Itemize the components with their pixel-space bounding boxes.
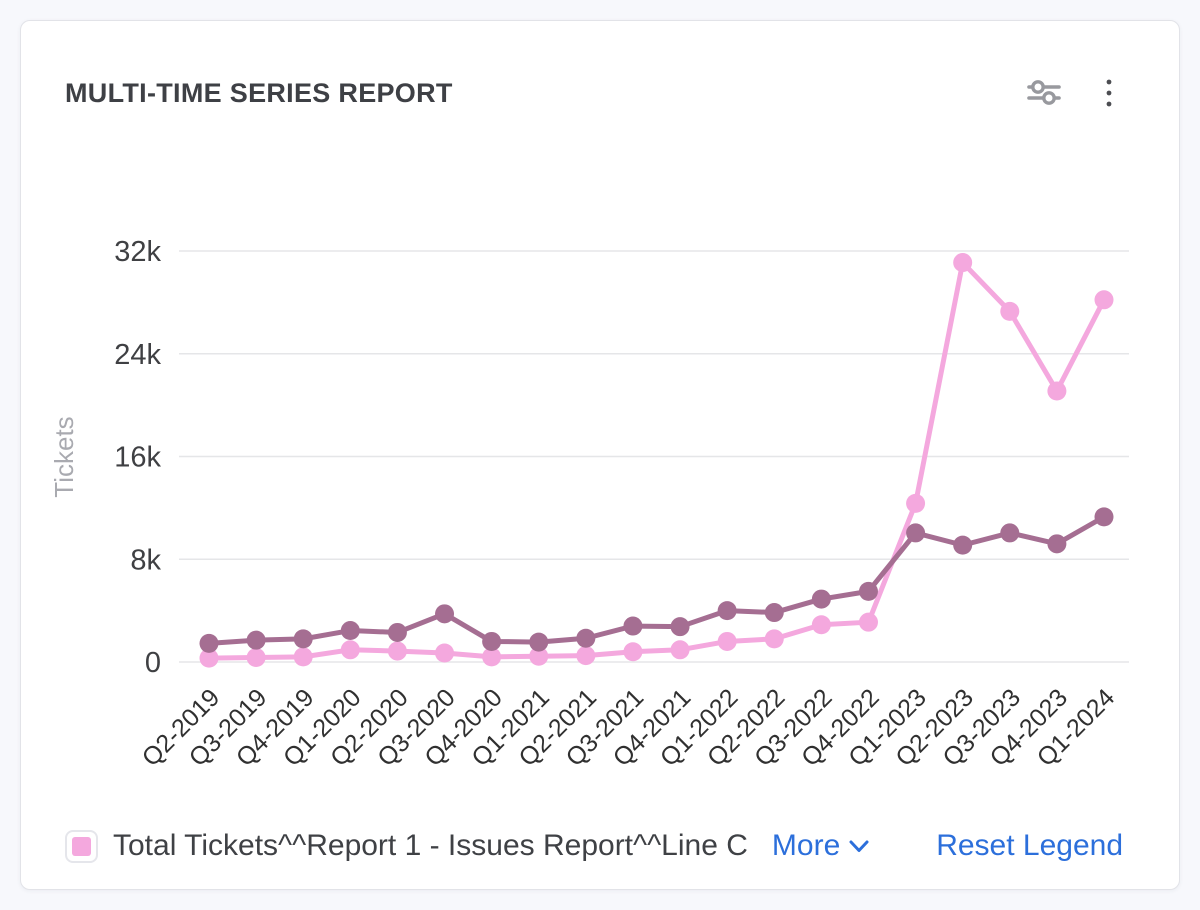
data-point[interactable] bbox=[811, 615, 831, 635]
data-point[interactable] bbox=[246, 648, 266, 668]
data-point[interactable] bbox=[199, 633, 219, 653]
y-axis-title: Tickets bbox=[49, 416, 79, 497]
data-point[interactable] bbox=[246, 630, 266, 650]
y-tick-label: 0 bbox=[145, 647, 161, 679]
data-point[interactable] bbox=[435, 604, 455, 624]
data-point[interactable] bbox=[953, 253, 973, 273]
data-point[interactable] bbox=[482, 647, 502, 667]
data-point[interactable] bbox=[482, 631, 502, 651]
legend-swatch bbox=[65, 829, 98, 863]
y-tick-label: 24k bbox=[114, 339, 161, 371]
data-point[interactable] bbox=[1047, 381, 1067, 401]
data-point[interactable] bbox=[1047, 534, 1067, 554]
report-card: MULTI-TIME SERIES REPORT 0 8k 16k 24k 32k Tic… bbox=[20, 20, 1180, 890]
data-point[interactable] bbox=[576, 646, 596, 666]
kebab-menu-icon bbox=[1106, 79, 1112, 107]
data-point[interactable] bbox=[1094, 290, 1114, 310]
legend-swatch-inner bbox=[72, 836, 91, 856]
data-point[interactable] bbox=[953, 535, 973, 555]
data-point[interactable] bbox=[529, 632, 549, 652]
data-point[interactable] bbox=[1094, 507, 1114, 527]
kebab-menu-button[interactable] bbox=[1105, 77, 1113, 109]
data-point[interactable] bbox=[623, 642, 643, 662]
card-header: MULTI-TIME SERIES REPORT bbox=[21, 21, 1179, 109]
data-point[interactable] bbox=[293, 647, 313, 667]
data-point[interactable] bbox=[670, 617, 690, 637]
data-point[interactable] bbox=[435, 643, 455, 663]
data-point[interactable] bbox=[529, 646, 549, 666]
data-point[interactable] bbox=[576, 628, 596, 648]
y-tick-label: 8k bbox=[130, 544, 161, 576]
chevron-down-icon bbox=[849, 840, 869, 852]
data-point[interactable] bbox=[1000, 523, 1020, 543]
data-point[interactable] bbox=[387, 622, 407, 642]
legend-item-label: Total Tickets^^Report 1 - Issues Report^… bbox=[113, 829, 748, 862]
page-title: MULTI-TIME SERIES REPORT bbox=[65, 77, 453, 108]
data-point[interactable] bbox=[387, 641, 407, 661]
data-point[interactable] bbox=[293, 629, 313, 649]
data-point[interactable] bbox=[858, 581, 878, 601]
series-line-0 bbox=[206, 260, 1107, 661]
chart-settings-button[interactable] bbox=[1027, 78, 1061, 108]
data-point[interactable] bbox=[811, 589, 831, 609]
header-actions bbox=[1027, 77, 1113, 109]
sliders-icon bbox=[1027, 80, 1061, 105]
data-point[interactable] bbox=[1000, 301, 1020, 321]
data-point[interactable] bbox=[906, 523, 926, 543]
y-tick-label: 16k bbox=[114, 442, 161, 474]
data-point[interactable] bbox=[906, 493, 926, 513]
data-point[interactable] bbox=[717, 601, 737, 621]
legend-more-label: More bbox=[771, 829, 841, 862]
data-point[interactable] bbox=[764, 629, 784, 649]
y-tick-label: 32k bbox=[114, 236, 161, 268]
data-point[interactable] bbox=[340, 640, 360, 660]
data-point[interactable] bbox=[199, 648, 219, 668]
data-point[interactable] bbox=[717, 631, 737, 651]
data-point[interactable] bbox=[858, 612, 878, 632]
reset-legend-button[interactable]: Reset Legend bbox=[936, 829, 1123, 862]
data-point[interactable] bbox=[670, 640, 690, 660]
data-point[interactable] bbox=[764, 603, 784, 623]
data-point[interactable] bbox=[340, 621, 360, 641]
timeseries-line-chart[interactable]: 08k16k24k32kTicketsQ2-2019Q3-2019Q4-2019… bbox=[21, 21, 1180, 799]
data-point[interactable] bbox=[623, 616, 643, 636]
chart-legend: Total Tickets^^Report 1 - Issues Report^… bbox=[65, 829, 1123, 863]
legend-more-button[interactable]: More bbox=[772, 829, 869, 863]
legend-item[interactable]: Total Tickets^^Report 1 - Issues Report^… bbox=[65, 829, 748, 863]
